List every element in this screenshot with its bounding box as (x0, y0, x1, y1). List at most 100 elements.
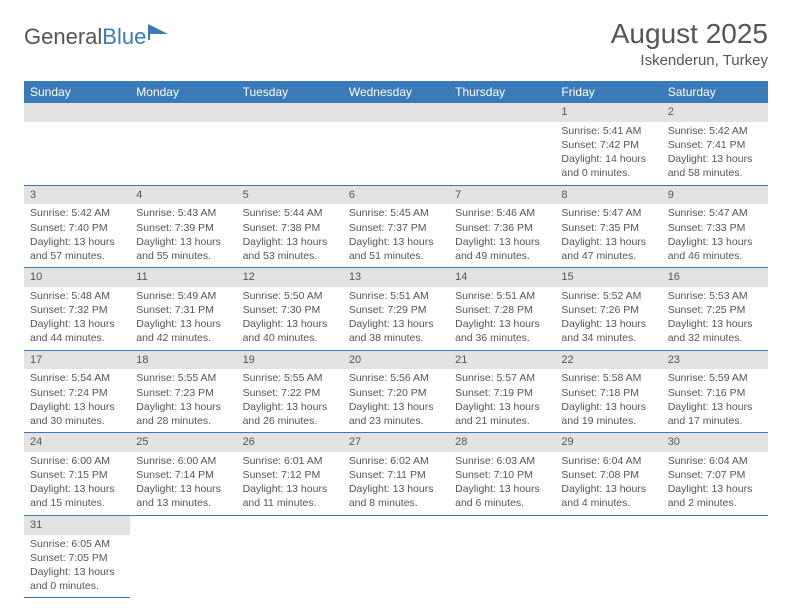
day-details: Sunrise: 6:01 AMSunset: 7:12 PMDaylight:… (237, 452, 343, 515)
sunset-text: Sunset: 7:25 PM (668, 303, 762, 317)
location: Iskenderun, Turkey (611, 52, 768, 69)
sunset-text: Sunset: 7:26 PM (561, 303, 655, 317)
day-details: Sunrise: 5:43 AMSunset: 7:39 PMDaylight:… (130, 204, 236, 267)
calendar-row: 3Sunrise: 5:42 AMSunset: 7:40 PMDaylight… (24, 185, 768, 268)
day-number-empty (237, 103, 343, 122)
calendar-cell (662, 515, 768, 598)
day-number: 13 (343, 268, 449, 287)
day-number: 15 (555, 268, 661, 287)
day-details: Sunrise: 5:42 AMSunset: 7:41 PMDaylight:… (662, 122, 768, 185)
day-details: Sunrise: 5:59 AMSunset: 7:16 PMDaylight:… (662, 369, 768, 432)
logo-text-1: General (24, 24, 102, 50)
sunrise-text: Sunrise: 5:44 AM (243, 206, 337, 220)
day-number: 12 (237, 268, 343, 287)
day-details: Sunrise: 5:47 AMSunset: 7:33 PMDaylight:… (662, 204, 768, 267)
sunrise-text: Sunrise: 5:47 AM (561, 206, 655, 220)
day-details: Sunrise: 5:49 AMSunset: 7:31 PMDaylight:… (130, 287, 236, 350)
daylight-text: Daylight: 13 hours and 30 minutes. (30, 400, 124, 428)
calendar-cell (237, 515, 343, 598)
daylight-text: Daylight: 13 hours and 36 minutes. (455, 317, 549, 345)
header: GeneralBlue August 2025 Iskenderun, Turk… (24, 18, 768, 69)
day-details: Sunrise: 6:03 AMSunset: 7:10 PMDaylight:… (449, 452, 555, 515)
day-number: 14 (449, 268, 555, 287)
daylight-text: Daylight: 13 hours and 58 minutes. (668, 152, 762, 180)
sunrise-text: Sunrise: 6:04 AM (561, 454, 655, 468)
daylight-text: Daylight: 13 hours and 38 minutes. (349, 317, 443, 345)
day-details: Sunrise: 5:52 AMSunset: 7:26 PMDaylight:… (555, 287, 661, 350)
day-details: Sunrise: 5:47 AMSunset: 7:35 PMDaylight:… (555, 204, 661, 267)
sunrise-text: Sunrise: 6:02 AM (349, 454, 443, 468)
sunset-text: Sunset: 7:31 PM (136, 303, 230, 317)
daylight-text: Daylight: 13 hours and 6 minutes. (455, 482, 549, 510)
title-block: August 2025 Iskenderun, Turkey (611, 18, 768, 69)
daylight-text: Daylight: 13 hours and 42 minutes. (136, 317, 230, 345)
calendar-cell: 29Sunrise: 6:04 AMSunset: 7:08 PMDayligh… (555, 433, 661, 516)
calendar-cell: 14Sunrise: 5:51 AMSunset: 7:28 PMDayligh… (449, 268, 555, 351)
day-details: Sunrise: 5:51 AMSunset: 7:28 PMDaylight:… (449, 287, 555, 350)
day-number: 5 (237, 186, 343, 205)
day-details: Sunrise: 5:55 AMSunset: 7:23 PMDaylight:… (130, 369, 236, 432)
sunrise-text: Sunrise: 6:01 AM (243, 454, 337, 468)
calendar-cell: 16Sunrise: 5:53 AMSunset: 7:25 PMDayligh… (662, 268, 768, 351)
day-details: Sunrise: 5:41 AMSunset: 7:42 PMDaylight:… (555, 122, 661, 185)
daylight-text: Daylight: 13 hours and 13 minutes. (136, 482, 230, 510)
sunrise-text: Sunrise: 5:50 AM (243, 289, 337, 303)
weekday-header: Wednesday (343, 81, 449, 103)
daylight-text: Daylight: 13 hours and 55 minutes. (136, 235, 230, 263)
calendar-cell: 12Sunrise: 5:50 AMSunset: 7:30 PMDayligh… (237, 268, 343, 351)
sunset-text: Sunset: 7:22 PM (243, 386, 337, 400)
sunrise-text: Sunrise: 5:53 AM (668, 289, 762, 303)
sunset-text: Sunset: 7:16 PM (668, 386, 762, 400)
daylight-text: Daylight: 13 hours and 44 minutes. (30, 317, 124, 345)
calendar-cell: 9Sunrise: 5:47 AMSunset: 7:33 PMDaylight… (662, 185, 768, 268)
sunrise-text: Sunrise: 5:49 AM (136, 289, 230, 303)
daylight-text: Daylight: 13 hours and 19 minutes. (561, 400, 655, 428)
sunrise-text: Sunrise: 5:59 AM (668, 371, 762, 385)
calendar-cell: 13Sunrise: 5:51 AMSunset: 7:29 PMDayligh… (343, 268, 449, 351)
calendar-cell: 23Sunrise: 5:59 AMSunset: 7:16 PMDayligh… (662, 350, 768, 433)
sunset-text: Sunset: 7:41 PM (668, 138, 762, 152)
daylight-text: Daylight: 13 hours and 46 minutes. (668, 235, 762, 263)
daylight-text: Daylight: 13 hours and 53 minutes. (243, 235, 337, 263)
page-title: August 2025 (611, 18, 768, 50)
daylight-text: Daylight: 13 hours and 2 minutes. (668, 482, 762, 510)
sunrise-text: Sunrise: 5:54 AM (30, 371, 124, 385)
calendar-cell: 5Sunrise: 5:44 AMSunset: 7:38 PMDaylight… (237, 185, 343, 268)
daylight-text: Daylight: 13 hours and 47 minutes. (561, 235, 655, 263)
day-details: Sunrise: 6:04 AMSunset: 7:07 PMDaylight:… (662, 452, 768, 515)
day-number: 24 (24, 433, 130, 452)
calendar-cell (449, 515, 555, 598)
calendar-body: 1Sunrise: 5:41 AMSunset: 7:42 PMDaylight… (24, 103, 768, 598)
day-details: Sunrise: 5:57 AMSunset: 7:19 PMDaylight:… (449, 369, 555, 432)
calendar-cell: 28Sunrise: 6:03 AMSunset: 7:10 PMDayligh… (449, 433, 555, 516)
daylight-text: Daylight: 13 hours and 32 minutes. (668, 317, 762, 345)
calendar-table: SundayMondayTuesdayWednesdayThursdayFrid… (24, 81, 768, 598)
sunset-text: Sunset: 7:18 PM (561, 386, 655, 400)
sunrise-text: Sunrise: 6:03 AM (455, 454, 549, 468)
calendar-cell: 24Sunrise: 6:00 AMSunset: 7:15 PMDayligh… (24, 433, 130, 516)
calendar-row: 10Sunrise: 5:48 AMSunset: 7:32 PMDayligh… (24, 268, 768, 351)
calendar-row: 24Sunrise: 6:00 AMSunset: 7:15 PMDayligh… (24, 433, 768, 516)
sunrise-text: Sunrise: 5:48 AM (30, 289, 124, 303)
sunset-text: Sunset: 7:32 PM (30, 303, 124, 317)
calendar-cell (343, 103, 449, 185)
sunset-text: Sunset: 7:29 PM (349, 303, 443, 317)
weekday-header: Thursday (449, 81, 555, 103)
sunrise-text: Sunrise: 5:51 AM (455, 289, 549, 303)
calendar-cell: 17Sunrise: 5:54 AMSunset: 7:24 PMDayligh… (24, 350, 130, 433)
calendar-cell (237, 103, 343, 185)
calendar-cell: 30Sunrise: 6:04 AMSunset: 7:07 PMDayligh… (662, 433, 768, 516)
day-details: Sunrise: 5:44 AMSunset: 7:38 PMDaylight:… (237, 204, 343, 267)
calendar-cell: 2Sunrise: 5:42 AMSunset: 7:41 PMDaylight… (662, 103, 768, 185)
day-details: Sunrise: 5:55 AMSunset: 7:22 PMDaylight:… (237, 369, 343, 432)
sunset-text: Sunset: 7:07 PM (668, 468, 762, 482)
calendar-cell: 6Sunrise: 5:45 AMSunset: 7:37 PMDaylight… (343, 185, 449, 268)
day-details: Sunrise: 6:02 AMSunset: 7:11 PMDaylight:… (343, 452, 449, 515)
day-number: 29 (555, 433, 661, 452)
day-number: 30 (662, 433, 768, 452)
sunset-text: Sunset: 7:42 PM (561, 138, 655, 152)
daylight-text: Daylight: 13 hours and 40 minutes. (243, 317, 337, 345)
sunset-text: Sunset: 7:20 PM (349, 386, 443, 400)
calendar-cell: 21Sunrise: 5:57 AMSunset: 7:19 PMDayligh… (449, 350, 555, 433)
sunrise-text: Sunrise: 6:00 AM (30, 454, 124, 468)
